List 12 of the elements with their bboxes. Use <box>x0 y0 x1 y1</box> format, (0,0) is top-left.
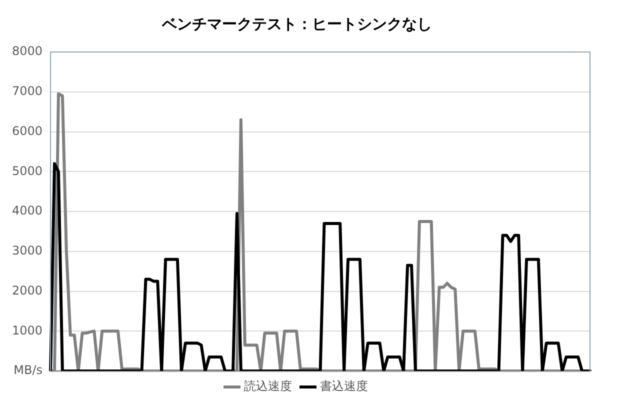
y-tick-label: 1000 <box>12 323 43 338</box>
y-tick-label: 6000 <box>12 124 43 138</box>
y-tick-label: 7000 <box>12 84 43 98</box>
y-tick-label: 4000 <box>12 204 43 218</box>
legend-label: 書込速度 <box>320 379 368 394</box>
y-tick-label: 5000 <box>12 164 43 178</box>
legend-label: 読込速度 <box>244 379 292 394</box>
chart-title: ベンチマークテスト：ヒートシンクなし <box>161 14 432 33</box>
y-tick-label: 3000 <box>12 244 43 258</box>
y-tick-label: MB/s <box>14 363 43 378</box>
y-tick-label: 2000 <box>12 283 43 298</box>
y-tick-label: 8000 <box>12 44 43 58</box>
